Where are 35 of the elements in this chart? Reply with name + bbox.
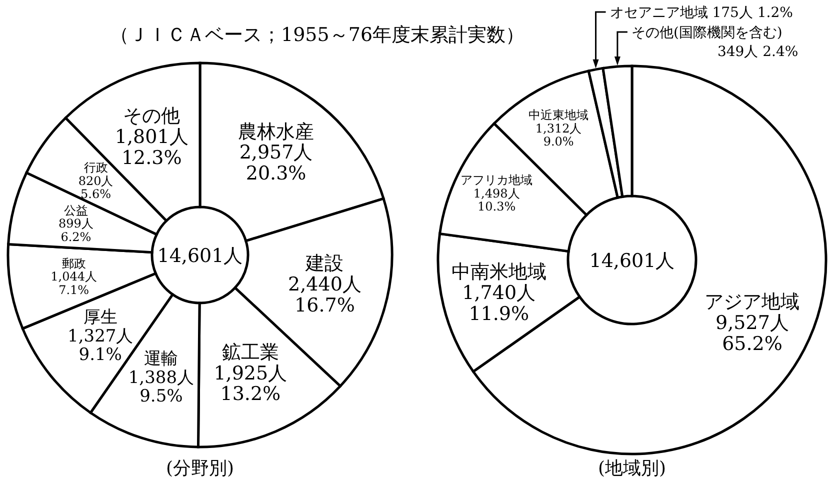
slice-label: 建設 <box>304 252 344 275</box>
slice-label: 厚生 <box>83 308 118 328</box>
data-label: 9,527人 65.2% <box>716 312 789 356</box>
slice-label: 農林水産 <box>238 120 314 143</box>
slice-label: 郵政 <box>62 256 86 270</box>
data-label: 2,957人 20.3% <box>239 142 313 185</box>
slice-label: 鉱工業 <box>222 341 279 364</box>
data-label: 2,440人 16.7% <box>288 273 362 316</box>
data-label: 1,801人 12.3% <box>114 126 188 170</box>
slice-label: 中南米地域 <box>451 261 546 284</box>
data-label: 349人 2.4% <box>717 44 798 60</box>
data-label: 1,740人 11.9% <box>462 282 536 325</box>
data-label: 1,312人 9.0% <box>535 121 582 148</box>
text: (分野別) <box>164 457 236 480</box>
slice-label: 中近東地域 <box>528 108 589 122</box>
data-label: 1,388人 9.5% <box>128 368 194 407</box>
data-label: 175人 1.2% <box>712 5 793 21</box>
data-label: 1,327人 9.1% <box>68 326 134 366</box>
slice-label: 運輸 <box>144 349 178 370</box>
slice-label: オセアニア地域 <box>610 5 708 21</box>
slice-label: その他(国際機関を含む) <box>631 25 782 41</box>
slice-label: アフリカ地域 <box>460 173 533 188</box>
data-label: 820人 5.6% <box>78 174 114 202</box>
slice-label: 公益 <box>64 203 88 218</box>
data-label: 1,925人 13.2% <box>214 362 288 406</box>
slice-label: アジア地域 <box>704 291 800 314</box>
chart-title: （ＪＩＣＡベース；1955～76年度末累計実数） <box>110 23 525 48</box>
slice-label: 行政 <box>84 160 108 175</box>
text: 14,601人 <box>156 244 244 269</box>
text: 14,601人 <box>588 249 676 274</box>
text: (地域別) <box>596 457 668 480</box>
data-label: 1,044人 7.1% <box>50 270 97 297</box>
slice-label: その他 <box>123 105 180 128</box>
data-label: 1,498人 10.3% <box>473 186 520 214</box>
data-label: 899人 6.2% <box>58 216 94 244</box>
